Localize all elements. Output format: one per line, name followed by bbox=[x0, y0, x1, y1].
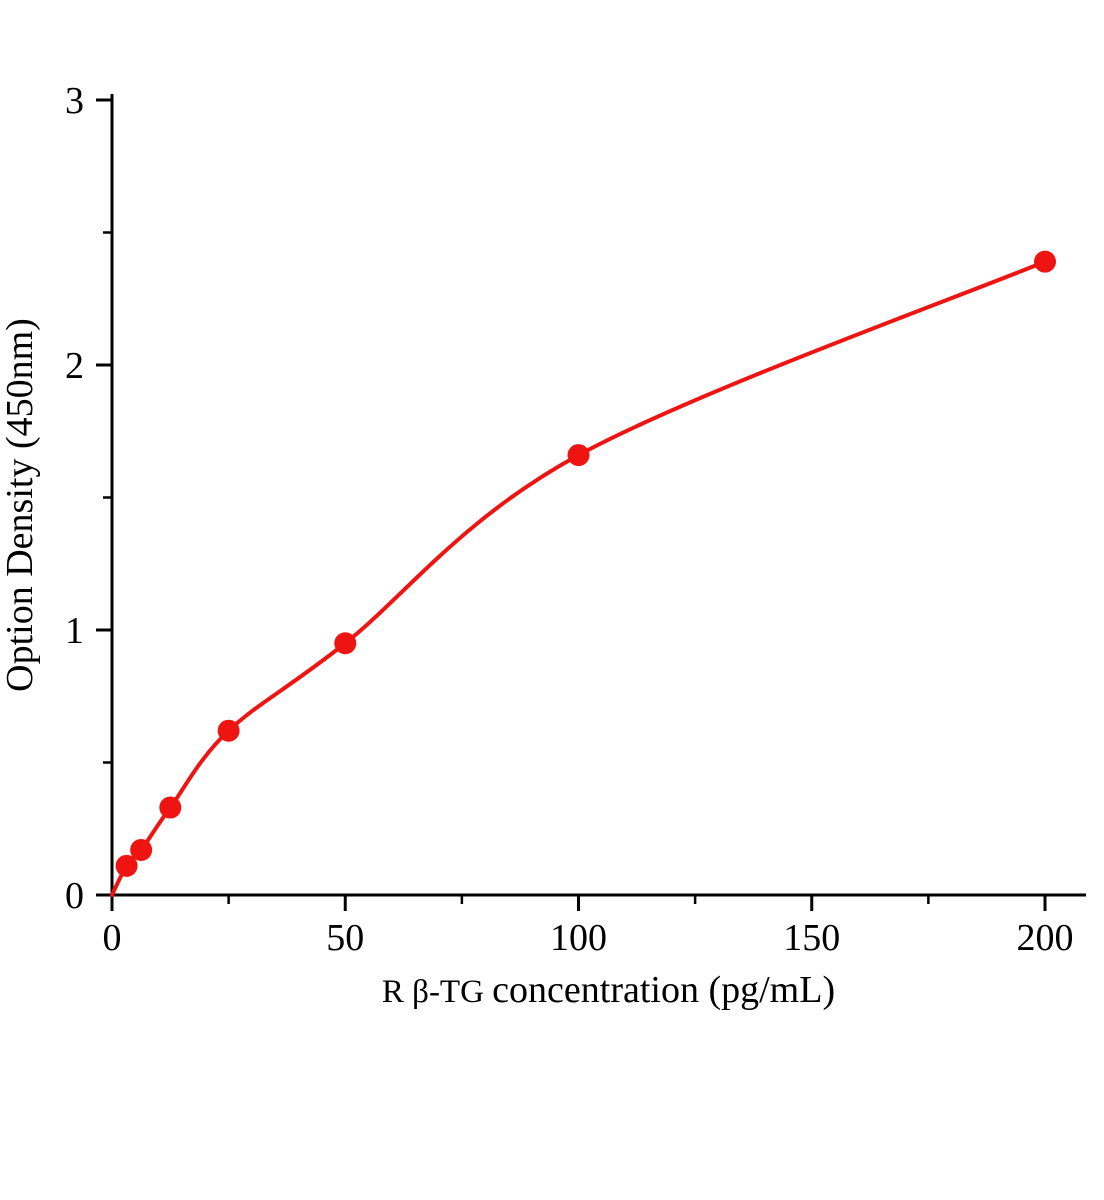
x-axis-title: R β-TG concentration (pg/mL) bbox=[382, 969, 835, 1011]
x-tick-label: 100 bbox=[550, 917, 607, 959]
y-tick-label: 2 bbox=[65, 345, 84, 387]
x-tick-label: 0 bbox=[103, 917, 122, 959]
fit-curve bbox=[110, 259, 1047, 897]
data-point bbox=[130, 838, 153, 861]
x-tick-label: 200 bbox=[1017, 917, 1074, 959]
data-point bbox=[115, 854, 138, 877]
data-point bbox=[334, 632, 357, 655]
y-tick-label: 1 bbox=[65, 610, 84, 652]
data-point bbox=[1034, 250, 1056, 273]
data-point bbox=[217, 719, 240, 742]
y-axis-title: Option Density (450nm) bbox=[0, 318, 41, 692]
data-point bbox=[159, 796, 182, 819]
x-tick-label: 50 bbox=[326, 917, 364, 959]
x-tick-label: 150 bbox=[783, 917, 840, 959]
y-tick-label: 3 bbox=[65, 80, 84, 122]
data-point bbox=[567, 444, 590, 467]
y-tick-label: 0 bbox=[65, 875, 84, 917]
